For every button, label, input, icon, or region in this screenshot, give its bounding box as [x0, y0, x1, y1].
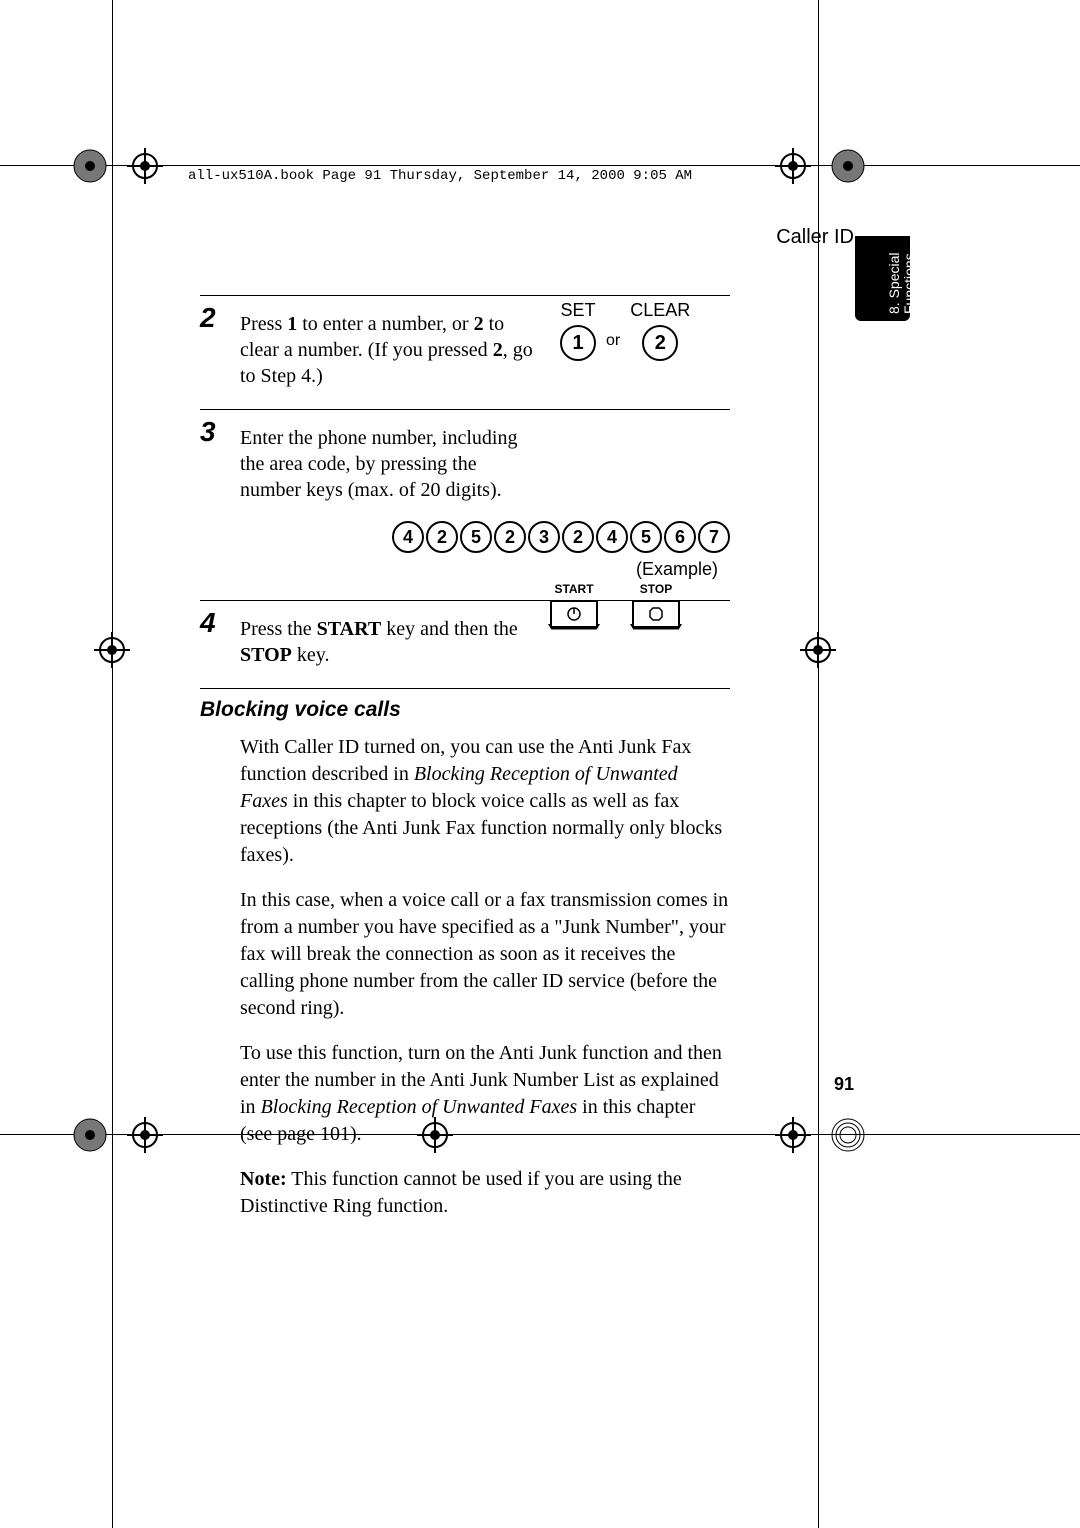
key-2-icon: 2	[642, 325, 678, 361]
chapter-tab-label: 8. Special Functions	[887, 253, 918, 314]
or-label: or	[606, 332, 620, 350]
set-clear-keys: SET 1 or CLEAR 2	[560, 300, 690, 361]
key-1-icon: 1	[560, 325, 596, 361]
registration-mark-icon	[798, 630, 838, 670]
digit-key: 2	[426, 521, 458, 553]
start-stop-keys: START STOP	[550, 582, 680, 628]
page-section-label: Caller ID	[776, 226, 854, 249]
step-number: 3	[200, 416, 216, 448]
example-label: (Example)	[240, 559, 718, 580]
chapter-tab: 8. Special Functions	[855, 236, 910, 321]
step-number: 2	[200, 302, 216, 334]
step-text: Press the START key and then the STOP ke…	[240, 616, 540, 668]
digit-key: 7	[698, 521, 730, 553]
registration-mark-icon	[70, 1115, 180, 1155]
digit-key: 4	[596, 521, 628, 553]
section-body: With Caller ID turned on, you can use th…	[240, 734, 730, 1238]
digit-key: 5	[460, 521, 492, 553]
set-label: SET	[560, 300, 595, 321]
registration-mark-icon	[758, 146, 868, 186]
paragraph: Note: This function cannot be used if yo…	[240, 1166, 730, 1220]
paragraph: With Caller ID turned on, you can use th…	[240, 734, 730, 869]
crop-line	[112, 0, 113, 1528]
digit-key: 5	[630, 521, 662, 553]
digit-key: 2	[494, 521, 526, 553]
digit-key: 4	[392, 521, 424, 553]
start-label: START	[554, 582, 593, 596]
digit-key: 3	[528, 521, 560, 553]
step-text: Enter the phone number, including the ar…	[240, 425, 540, 503]
digit-key: 2	[562, 521, 594, 553]
section-title: Blocking voice calls	[200, 698, 401, 722]
stop-key-icon	[632, 600, 680, 628]
phone-digit-sequence: 4 2 5 2 3 2 4 5 6 7	[240, 521, 730, 553]
registration-mark-icon	[92, 630, 132, 670]
clear-label: CLEAR	[630, 300, 690, 321]
step-text: Press 1 to enter a number, or 2 to clear…	[240, 311, 540, 389]
step-number: 4	[200, 607, 216, 639]
registration-mark-icon	[70, 146, 180, 186]
digit-key: 6	[664, 521, 696, 553]
page-number: 91	[834, 1074, 854, 1095]
step-3: 3 Enter the phone number, including the …	[200, 409, 730, 600]
print-meta-line: all-ux510A.book Page 91 Thursday, Septem…	[188, 168, 692, 184]
start-key-icon	[550, 600, 598, 628]
paragraph: In this case, when a voice call or a fax…	[240, 887, 730, 1022]
stop-label: STOP	[640, 582, 672, 596]
paragraph: To use this function, turn on the Anti J…	[240, 1040, 730, 1148]
registration-mark-icon	[758, 1115, 868, 1155]
